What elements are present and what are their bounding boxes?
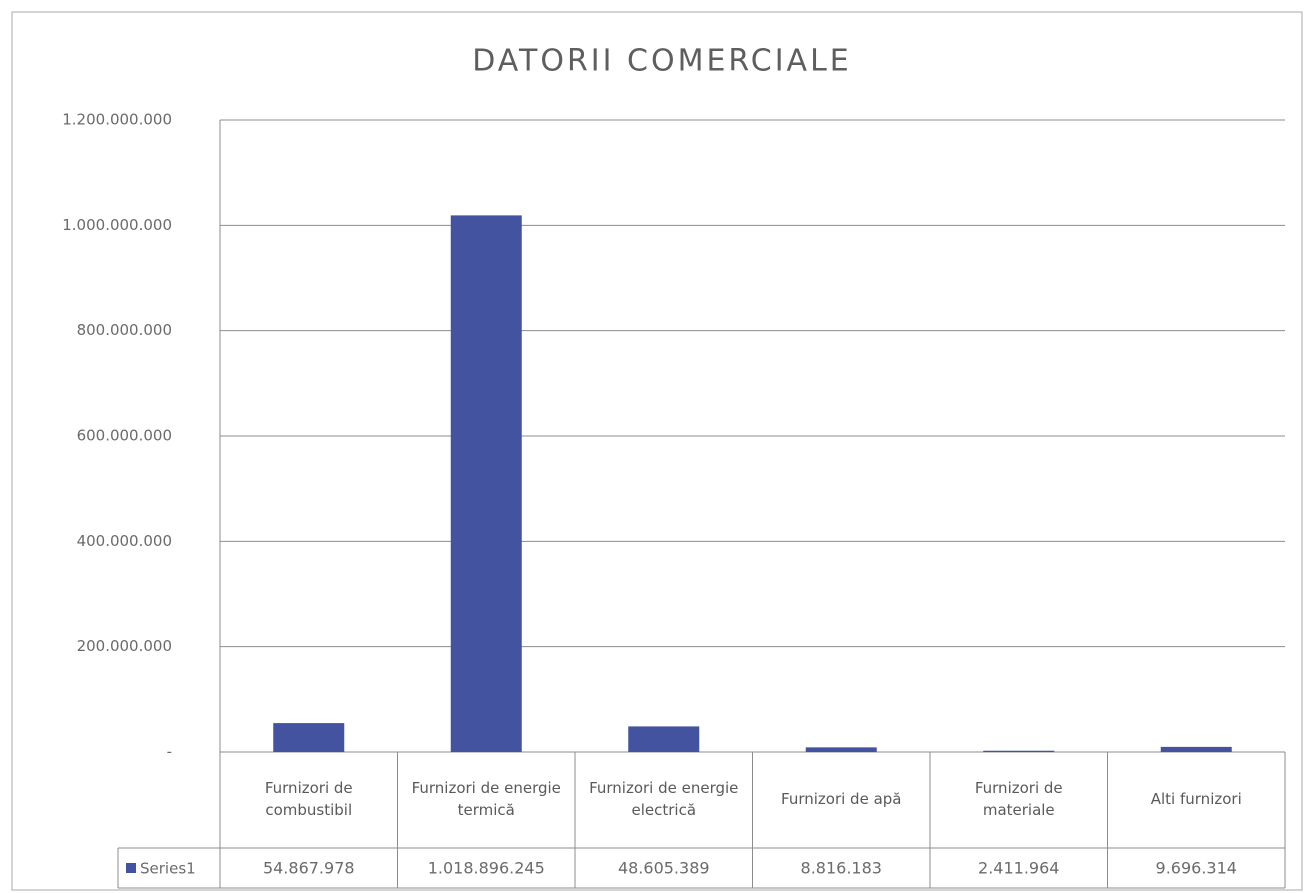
- category-label: Furnizori de energie termică: [411, 779, 561, 819]
- category-label: Alti furnizori: [1150, 790, 1242, 809]
- category-label: Furnizori de materiale: [974, 779, 1063, 819]
- data-table-value: 54.867.978: [263, 859, 355, 878]
- bar: [273, 723, 345, 752]
- bar: [450, 215, 522, 752]
- bar: [805, 747, 877, 752]
- chart-title: DATORII COMERCIALE: [472, 44, 852, 79]
- data-table-value: 8.816.183: [801, 859, 882, 878]
- bar: [983, 750, 1055, 752]
- legend-swatch: [126, 863, 136, 873]
- bar: [628, 726, 700, 752]
- y-tick-label: 200.000.000: [77, 637, 172, 655]
- y-tick-label: 800.000.000: [77, 321, 172, 339]
- data-table-value: 2.411.964: [978, 859, 1059, 878]
- legend-label: Series1: [140, 860, 196, 878]
- y-tick-label: -: [167, 743, 172, 761]
- category-label: Furnizori de apă: [781, 790, 902, 809]
- y-tick-label: 1.000.000.000: [62, 216, 172, 234]
- category-label: Furnizori de energie electrică: [589, 779, 739, 819]
- data-table-value: 1.018.896.245: [428, 859, 545, 878]
- y-tick-label: 600.000.000: [77, 427, 172, 445]
- chart-border: [11, 11, 1303, 891]
- data-table-value: 48.605.389: [618, 859, 710, 878]
- y-tick-label: 400.000.000: [77, 532, 172, 550]
- y-tick-label: 1.200.000.000: [62, 111, 172, 129]
- bar: [1160, 746, 1232, 752]
- category-label: Furnizori de combustibil: [264, 779, 353, 819]
- data-table-value: 9.696.314: [1156, 859, 1237, 878]
